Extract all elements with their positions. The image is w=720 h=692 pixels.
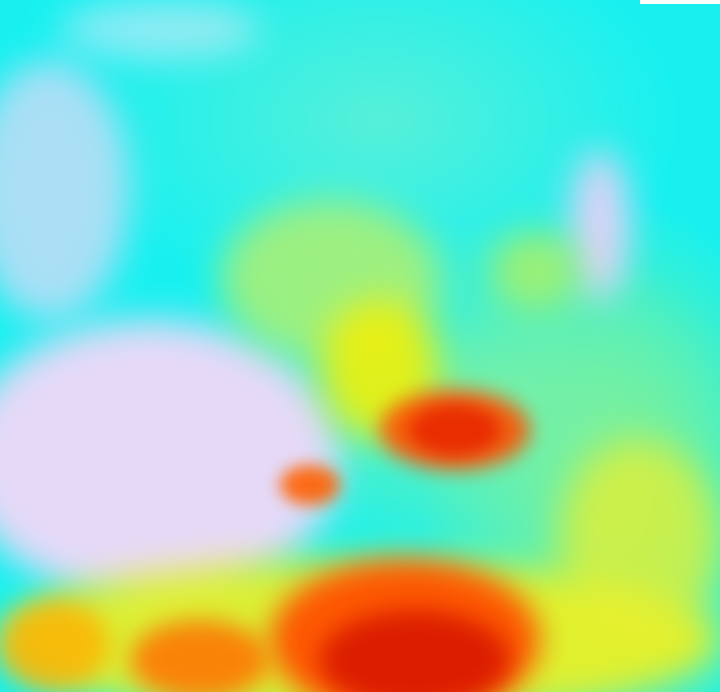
yellow-band-right (560, 440, 720, 640)
hotspot-bottom-left (130, 620, 270, 692)
cloud-region-right (570, 150, 630, 300)
image-edge-strip (640, 0, 720, 4)
hotspot-bottom-far-left (0, 600, 110, 690)
cloud-region-top (60, 0, 260, 60)
cloud-region-upper-left (0, 60, 130, 320)
hotspot-center-core (410, 405, 500, 455)
green-band-right (490, 230, 580, 310)
hotspot-bottom-core (320, 610, 510, 692)
cloud-region-left (0, 320, 340, 600)
hotspot-small (280, 465, 340, 505)
